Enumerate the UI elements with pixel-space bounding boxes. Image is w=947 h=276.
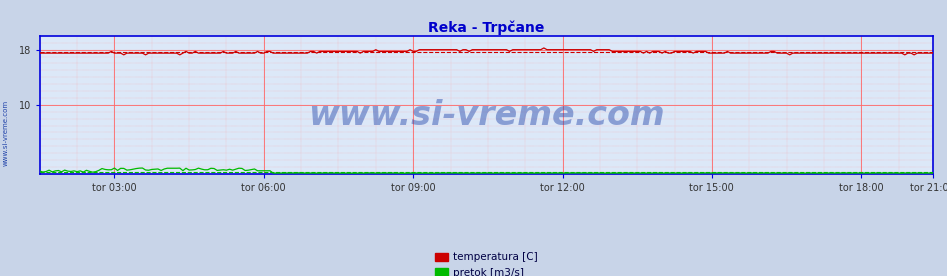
- Title: Reka - Trpčane: Reka - Trpčane: [428, 20, 545, 35]
- Text: www.si-vreme.com: www.si-vreme.com: [3, 99, 9, 166]
- Legend: temperatura [C], pretok [m3/s]: temperatura [C], pretok [m3/s]: [431, 248, 542, 276]
- Text: www.si-vreme.com: www.si-vreme.com: [308, 99, 665, 132]
